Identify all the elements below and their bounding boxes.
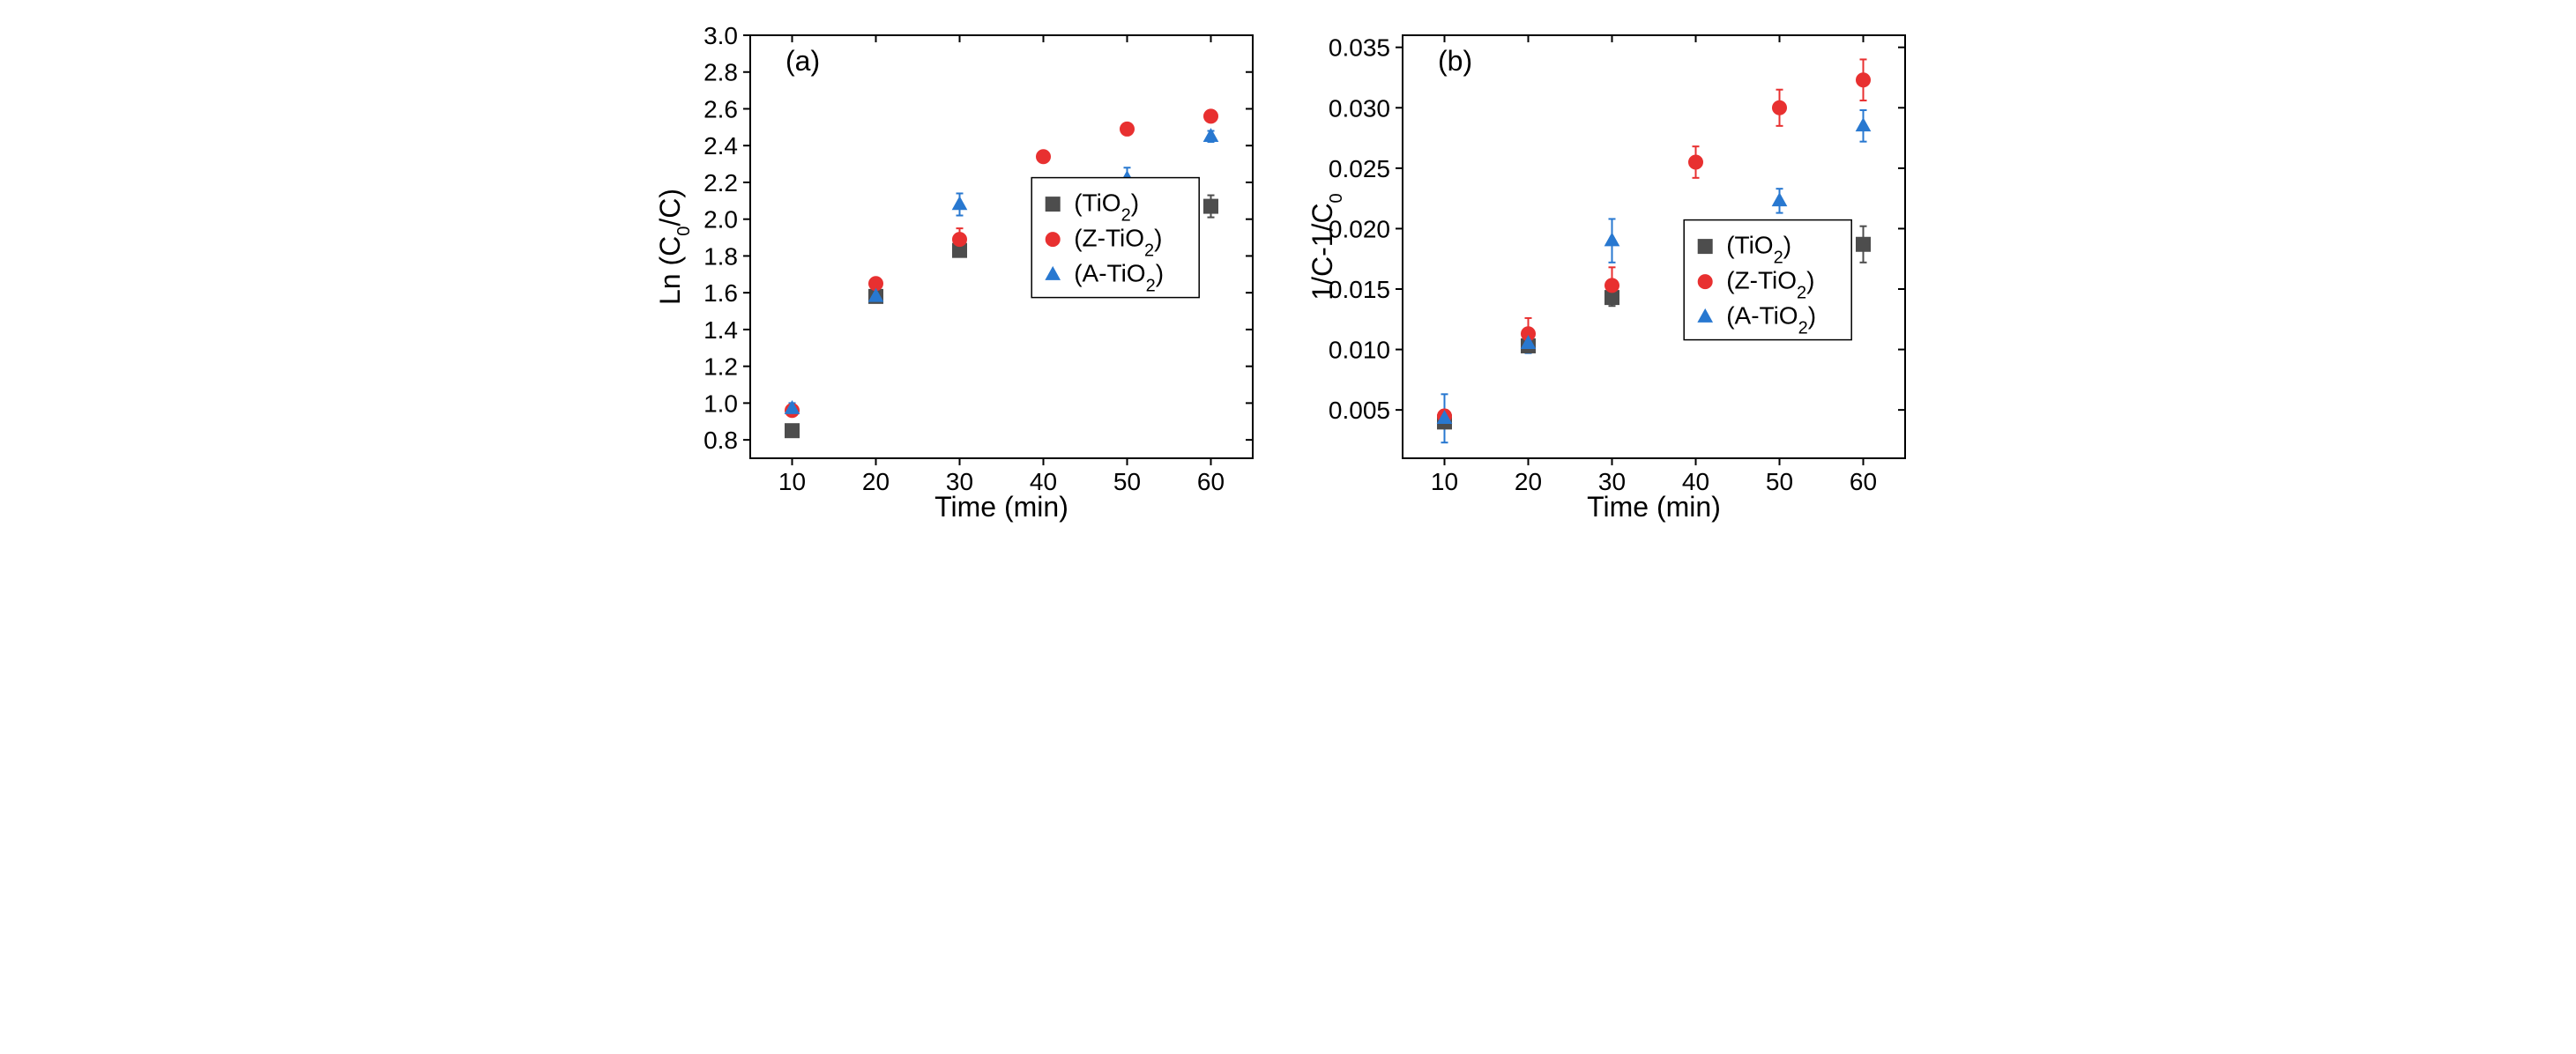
figure: 1020304050600.81.01.21.41.61.82.02.22.42… (18, 18, 2558, 529)
svg-text:2.0: 2.0 (704, 206, 738, 234)
svg-text:1.6: 1.6 (704, 279, 738, 307)
svg-text:10: 10 (1431, 468, 1458, 495)
svg-text:1.8: 1.8 (704, 242, 738, 270)
svg-text:2.4: 2.4 (704, 132, 738, 160)
svg-text:1.4: 1.4 (704, 316, 738, 344)
svg-text:3.0: 3.0 (704, 22, 738, 49)
svg-text:0.8: 0.8 (704, 427, 738, 454)
svg-text:20: 20 (1515, 468, 1542, 495)
svg-text:2.6: 2.6 (704, 95, 738, 122)
panel-b: 1020304050600.0050.0100.0150.0200.0250.0… (1306, 18, 1923, 529)
svg-text:Ln (C0/C): Ln (C0/C) (654, 189, 694, 305)
svg-text:(a): (a) (785, 45, 820, 77)
svg-text:Time (min): Time (min) (934, 491, 1068, 523)
svg-text:0.005: 0.005 (1329, 397, 1390, 424)
svg-text:(b): (b) (1438, 45, 1472, 77)
panel-a: 1020304050600.81.01.21.41.61.82.02.22.42… (653, 18, 1270, 529)
svg-text:60: 60 (1850, 468, 1877, 495)
svg-text:20: 20 (862, 468, 890, 495)
svg-text:0.010: 0.010 (1329, 337, 1390, 364)
svg-text:1.2: 1.2 (704, 353, 738, 381)
chart-a-svg: 1020304050600.81.01.21.41.61.82.02.22.42… (653, 18, 1270, 529)
svg-text:2.8: 2.8 (704, 59, 738, 86)
chart-b-svg: 1020304050600.0050.0100.0150.0200.0250.0… (1306, 18, 1923, 529)
svg-text:0.025: 0.025 (1329, 155, 1390, 182)
svg-text:1.0: 1.0 (704, 390, 738, 417)
svg-text:Time (min): Time (min) (1587, 491, 1721, 523)
svg-text:50: 50 (1766, 468, 1793, 495)
svg-text:10: 10 (778, 468, 806, 495)
svg-text:2.2: 2.2 (704, 169, 738, 197)
svg-text:0.035: 0.035 (1329, 34, 1390, 62)
svg-text:50: 50 (1113, 468, 1141, 495)
svg-text:60: 60 (1197, 468, 1225, 495)
svg-text:0.030: 0.030 (1329, 94, 1390, 122)
